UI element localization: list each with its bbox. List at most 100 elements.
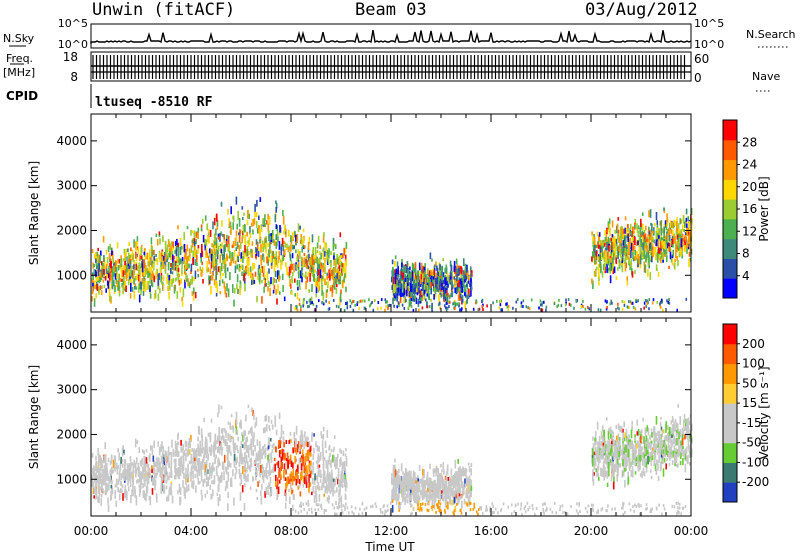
echo-cell — [243, 502, 246, 511]
echo-cell — [298, 302, 301, 306]
echo-cell — [278, 439, 281, 448]
echo-cell — [446, 487, 449, 492]
echo-cell — [169, 274, 172, 284]
echo-cell — [403, 483, 406, 492]
echo-cell — [290, 484, 292, 490]
echo-cell — [266, 256, 268, 264]
echo-cell — [363, 306, 366, 310]
echo-cell — [282, 215, 285, 225]
echo-cell — [319, 245, 321, 250]
echo-cell — [663, 231, 665, 238]
echo-cell — [597, 256, 599, 261]
echo-cell — [328, 446, 330, 451]
echo-cell — [178, 279, 181, 286]
echo-cell — [193, 448, 195, 452]
echo-cell — [91, 248, 94, 254]
echo-cell — [322, 252, 325, 260]
echo-cell — [258, 225, 260, 234]
echo-cell — [274, 415, 276, 423]
echo-cell — [172, 448, 175, 458]
echo-cell — [344, 469, 346, 478]
echo-cell — [298, 457, 301, 464]
echo-cell — [458, 304, 460, 308]
echo-cell — [467, 477, 470, 486]
echo-cell — [623, 240, 626, 249]
echo-cell — [185, 452, 187, 462]
echo-cell — [218, 236, 220, 240]
echo-cell — [230, 451, 232, 456]
echo-cell — [115, 478, 118, 488]
echo-cell — [312, 264, 315, 268]
echo-cell — [101, 264, 104, 269]
echo-cell — [332, 478, 335, 482]
echo-cell — [221, 233, 224, 237]
echo-cell — [457, 283, 460, 293]
echo-cell — [242, 250, 245, 256]
echo-cell — [620, 238, 623, 245]
echo-cell — [454, 265, 457, 270]
echo-cell — [91, 296, 93, 302]
echo-cell — [166, 244, 169, 253]
echo-cell — [655, 231, 658, 240]
echo-cell — [267, 253, 269, 259]
echo-cell — [453, 266, 456, 273]
echo-cell — [271, 424, 274, 430]
echo-cell — [666, 229, 669, 235]
echo-cell — [326, 484, 328, 490]
echo-cell — [464, 274, 466, 280]
echo-cell — [102, 488, 104, 493]
echo-cell — [266, 424, 268, 432]
echo-cell — [447, 283, 449, 288]
echo-cell — [291, 279, 294, 284]
echo-cell — [596, 231, 599, 237]
echo-cell — [612, 238, 614, 242]
echo-cell — [459, 308, 461, 312]
echo-cell — [153, 479, 155, 485]
echo-cell — [312, 247, 314, 256]
echo-cell — [128, 473, 131, 482]
echo-cell — [194, 473, 197, 479]
echo-cell — [136, 246, 139, 251]
echo-cell — [248, 258, 250, 266]
echo-cell — [233, 250, 236, 257]
echo-cell — [295, 447, 298, 455]
echo-cell — [103, 254, 105, 262]
echo-cell — [288, 266, 291, 276]
echo-cell — [320, 264, 323, 269]
echo-cell — [236, 283, 238, 290]
echo-cell — [330, 448, 333, 453]
echo-cell — [220, 248, 223, 254]
echo-cell — [336, 269, 338, 274]
echo-cell — [147, 476, 149, 481]
echo-cell — [342, 279, 344, 289]
echo-cell — [252, 229, 254, 235]
echo-cell — [254, 445, 256, 452]
echo-cell — [120, 266, 123, 273]
echo-cell — [198, 468, 201, 477]
echo-cell — [593, 236, 596, 242]
echo-cell — [400, 288, 402, 298]
echo-cell — [289, 454, 292, 461]
echo-cell — [418, 286, 420, 294]
echo-cell — [251, 277, 253, 285]
echo-cell — [303, 259, 306, 267]
echo-cell — [97, 466, 99, 473]
echo-cell — [608, 218, 611, 224]
echo-cell — [182, 464, 184, 472]
echo-cell — [310, 263, 312, 267]
echo-cell — [302, 237, 305, 244]
echo-cell — [278, 241, 281, 250]
echo-cell — [278, 450, 281, 458]
echo-cell — [567, 298, 570, 302]
echo-cell — [322, 292, 325, 301]
echo-cell — [277, 270, 279, 280]
echo-cell — [319, 269, 322, 279]
echo-cell — [622, 258, 625, 262]
echo-cell — [208, 275, 210, 281]
echo-cell — [350, 301, 353, 305]
echo-cell — [454, 505, 457, 513]
echo-cell — [545, 308, 547, 312]
echo-cell — [361, 299, 364, 303]
echo-cell — [417, 270, 419, 275]
echo-cell — [119, 278, 122, 283]
